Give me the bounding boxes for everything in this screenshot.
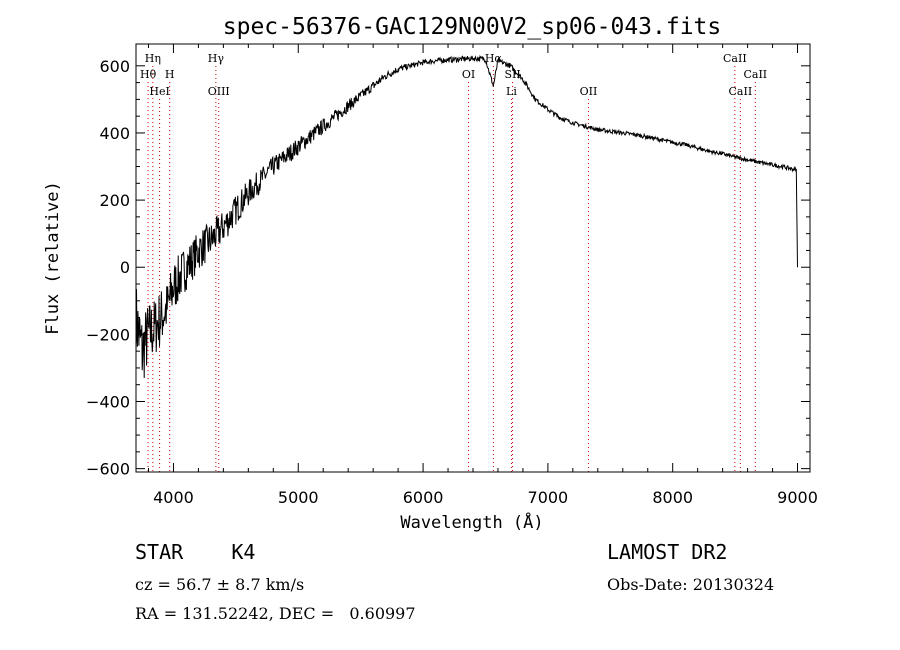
x-tick-label: 9000 [777,488,818,507]
line-label: H [165,68,175,81]
x-tick-label: 4000 [153,488,194,507]
line-label: Hγ [208,52,225,65]
line-label: CaII [743,68,767,81]
line-label: OI [462,68,475,81]
x-tick-label: 8000 [652,488,693,507]
chart-title: spec-56376-GAC129N00V2_sp06-043.fits [223,14,722,40]
y-tick-label: −400 [86,393,130,412]
x-tick-label: 7000 [528,488,569,507]
classification-label: STAR K4 [135,540,256,564]
y-axis-label: Flux (relative) [43,181,63,335]
line-label: Hη [145,52,161,65]
y-tick-label: 600 [99,57,130,76]
line-label: Hθ [140,68,157,81]
x-tick-label: 6000 [403,488,444,507]
redshift-label: cz = 56.7 ± 8.7 km/s [135,575,305,594]
line-label: CaII [723,52,747,65]
x-tick-label: 5000 [278,488,319,507]
y-tick-label: −200 [86,325,130,344]
y-axis-ticks: −600 −400 −200 0 200 400 600 [86,57,810,479]
line-label: HeI [149,85,169,98]
y-tick-label: 200 [99,191,130,210]
survey-label: LAMOST DR2 [607,540,728,564]
coordinates-label: RA = 131.52242, DEC = 0.60997 [135,604,416,623]
line-label: CaII [729,85,753,98]
x-axis-label: Wavelength (Å) [400,511,543,533]
x-axis-ticks: 4000 5000 6000 7000 8000 9000 [147,44,818,507]
line-label: Hα [485,52,503,65]
line-label: OIII [208,85,230,98]
plot-frame [135,43,811,473]
line-label: Li [506,85,517,98]
spectrum-line [135,54,798,379]
line-label: OII [580,85,598,98]
y-tick-label: 0 [120,258,130,277]
line-label: SII [504,68,520,81]
y-tick-label: −600 [86,460,130,479]
y-tick-label: 400 [99,124,130,143]
obs-date-label: Obs-Date: 20130324 [607,575,775,594]
